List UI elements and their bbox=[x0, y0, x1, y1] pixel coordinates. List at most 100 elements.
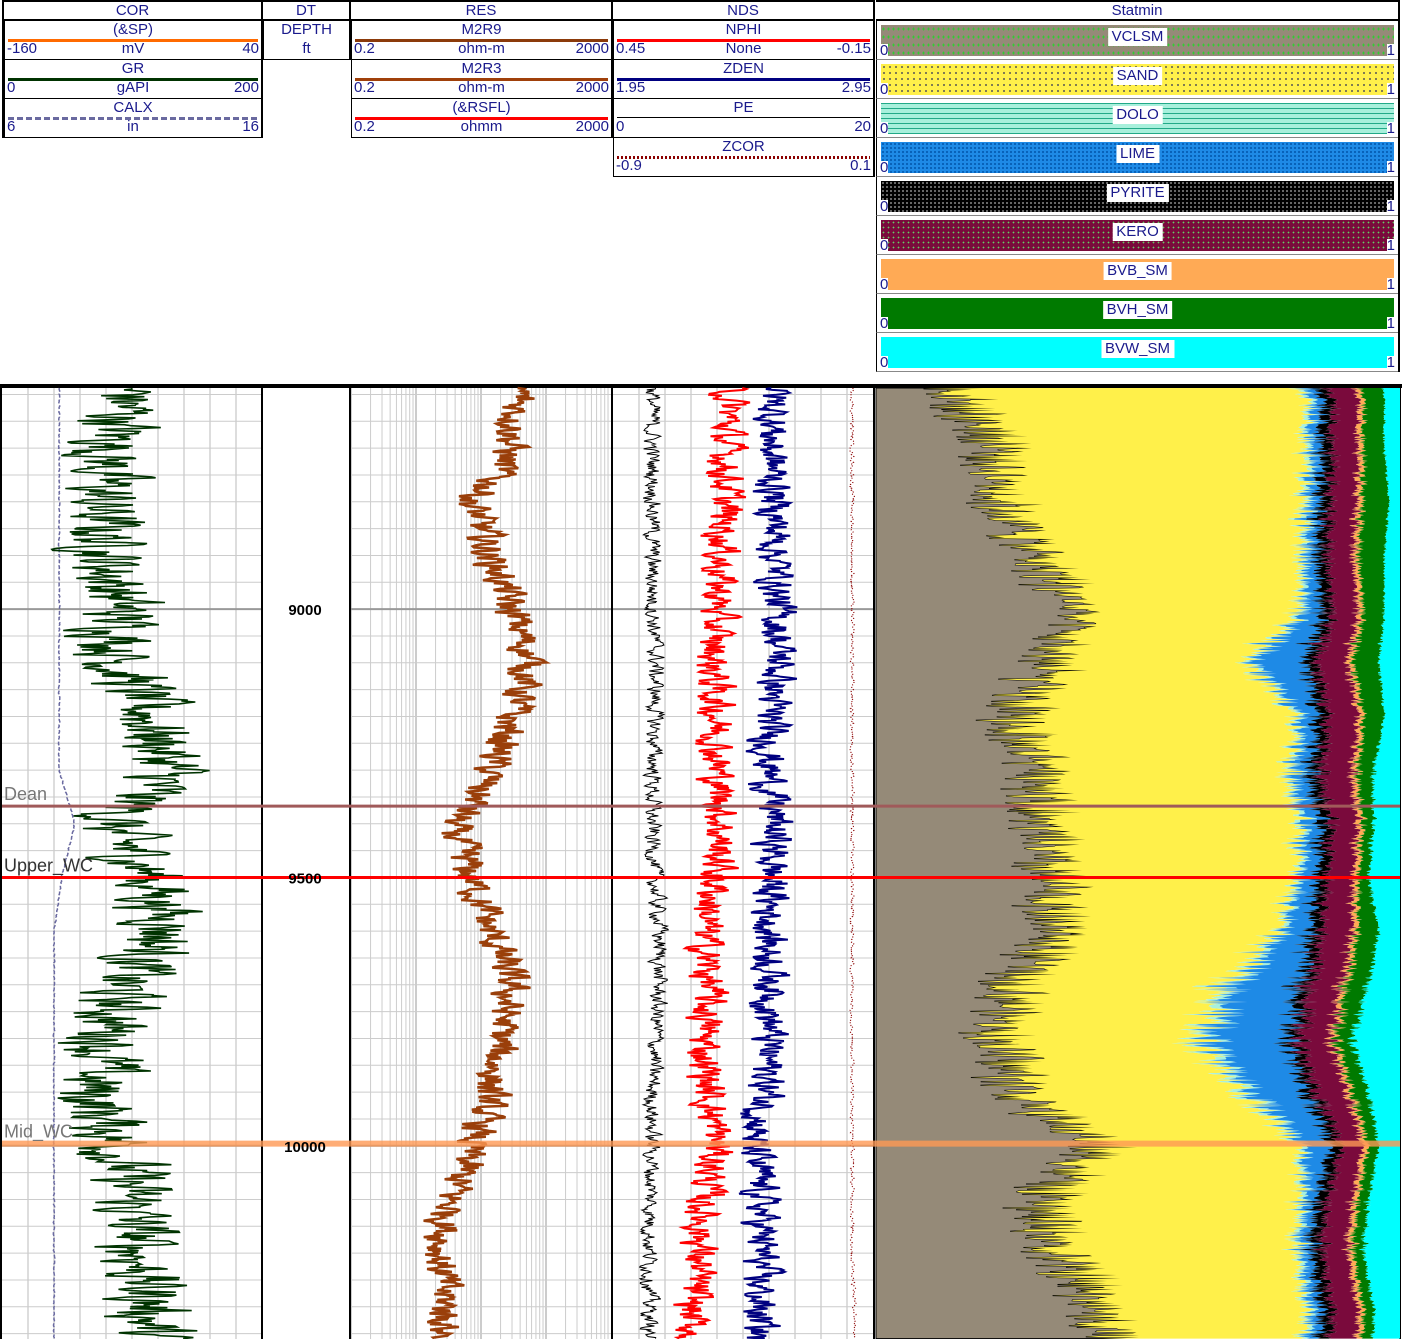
legend-vclsm[interactable]: VCLSM 0 1 bbox=[876, 21, 1398, 60]
formation-top-label: Dean bbox=[4, 784, 47, 804]
legend-sp[interactable]: (&SP) -160 mV 40 bbox=[4, 21, 261, 60]
statmin-fill-lime bbox=[1183, 388, 1337, 1339]
scale-min: 0 bbox=[880, 81, 889, 98]
curve-line-sample bbox=[8, 117, 258, 120]
legend-bvw_sm[interactable]: BVW_SM 0 1 bbox=[876, 333, 1398, 372]
legend-name: PYRITE bbox=[1106, 184, 1169, 202]
log-body: Dean Upper_WC Mid_WC 9000 9500 10000 bbox=[0, 384, 1402, 1339]
legend-dolo[interactable]: DOLO 0 1 bbox=[876, 99, 1398, 138]
scale-max: 1 bbox=[1386, 315, 1395, 332]
curve-unit: ohm-m bbox=[458, 79, 505, 96]
curve-unit: gAPI bbox=[116, 79, 150, 96]
scale-max: 2.95 bbox=[841, 79, 871, 96]
nphi-curve bbox=[673, 387, 751, 1339]
curve-name: CALX bbox=[113, 99, 153, 116]
curve-name: PE bbox=[733, 99, 754, 116]
scale-min: 0.2 bbox=[354, 118, 375, 135]
legend-swatch bbox=[881, 220, 1394, 251]
curve-name: M2R9 bbox=[461, 21, 502, 38]
scale-max: 1 bbox=[1386, 120, 1395, 137]
curve-line-sample bbox=[355, 117, 608, 120]
m2r9-curve bbox=[423, 386, 551, 1339]
zcor-curve bbox=[849, 387, 858, 1339]
legend-zden[interactable]: ZDEN 1.95 2.95 bbox=[613, 60, 873, 99]
statmin-fill-bvw_sm bbox=[1346, 388, 1400, 1339]
curve-line-sample bbox=[8, 39, 258, 42]
curve-name: M2R3 bbox=[461, 60, 502, 77]
curve-line-sample bbox=[617, 78, 870, 81]
legend-lime[interactable]: LIME 0 1 bbox=[876, 138, 1398, 177]
legend-sand[interactable]: SAND 0 1 bbox=[876, 60, 1398, 99]
track-header-statmin: Statmin VCLSM 0 1 SAND 0 1 DOLO 0 1 LIME 0 1 PYRITE 0 1… bbox=[876, 0, 1400, 372]
curve-name: NPHI bbox=[725, 21, 762, 38]
scale-max: 1 bbox=[1386, 198, 1395, 215]
curve-line-sample bbox=[8, 78, 258, 81]
track-title: NDS bbox=[613, 0, 873, 21]
scale-max: 1 bbox=[1386, 237, 1395, 254]
statmin-fill-sand bbox=[923, 388, 1319, 1339]
track-header-cor: COR (&SP) -160 mV 40 GR 0 gAPI 200 CALX 6 in 16 bbox=[2, 0, 263, 138]
scale-max: 40 bbox=[242, 40, 259, 57]
scale-max: -0.15 bbox=[836, 40, 871, 57]
scale-min: 0 bbox=[880, 120, 889, 137]
legend-name: VCLSM bbox=[1107, 28, 1168, 46]
legend-bvh_sm[interactable]: BVH_SM 0 1 bbox=[876, 294, 1398, 333]
formation-top-label: Upper_WC bbox=[4, 855, 93, 876]
scale-max: 1 bbox=[1386, 42, 1395, 59]
curve-name: ZCOR bbox=[722, 138, 765, 155]
legend-bvb_sm[interactable]: BVB_SM 0 1 bbox=[876, 255, 1398, 294]
curve-line-sample bbox=[617, 156, 870, 159]
scale-min: 0.2 bbox=[354, 40, 375, 57]
track-title: Statmin bbox=[876, 0, 1398, 21]
scale-min: 1.95 bbox=[616, 79, 646, 96]
statmin-fill-kero bbox=[1285, 388, 1367, 1339]
depth-label: 10000 bbox=[284, 1139, 326, 1156]
pe-curve bbox=[638, 387, 670, 1339]
legend-rsfl[interactable]: (&RSFL) 0.2 ohmm 2000 bbox=[351, 99, 611, 138]
curve-unit: ohmm bbox=[460, 118, 503, 135]
legend-pyrite[interactable]: PYRITE 0 1 bbox=[876, 177, 1398, 216]
scale-max: 0.1 bbox=[850, 157, 871, 174]
scale-min: 6 bbox=[7, 118, 16, 135]
scale-max: 20 bbox=[854, 118, 871, 135]
legend-calx[interactable]: CALX 6 in 16 bbox=[4, 99, 261, 138]
legend-pe[interactable]: PE 0 20 bbox=[613, 99, 873, 138]
legend-m2r9[interactable]: M2R9 0.2 ohm-m 2000 bbox=[351, 21, 611, 60]
curve-name: (&RSFL) bbox=[452, 99, 511, 116]
scale-min: 0 bbox=[616, 118, 625, 135]
scale-min: 0 bbox=[880, 315, 889, 332]
curve-line-sample bbox=[355, 78, 608, 81]
depth-label: 9000 bbox=[288, 602, 321, 619]
legend-m2r3[interactable]: M2R3 0.2 ohm-m 2000 bbox=[351, 60, 611, 99]
depth-label: 9500 bbox=[288, 870, 321, 887]
legend-name: BVW_SM bbox=[1100, 340, 1175, 358]
scale-min: 0 bbox=[7, 79, 16, 96]
curve-line-sample bbox=[617, 117, 870, 118]
curve-unit: in bbox=[127, 118, 139, 135]
curve-line-sample bbox=[617, 39, 870, 42]
scale-max: 2000 bbox=[575, 79, 609, 96]
track-title: DT bbox=[263, 0, 349, 21]
statmin-fill-bvh_sm bbox=[1328, 388, 1391, 1339]
curve-name: DEPTH bbox=[281, 21, 332, 38]
curve-name: GR bbox=[121, 60, 145, 77]
legend-zcor[interactable]: ZCOR -0.9 0.1 bbox=[613, 138, 873, 177]
curve-name: (&SP) bbox=[112, 21, 153, 38]
track-header-dt: DT DEPTH ft bbox=[263, 0, 351, 60]
legend-depth[interactable]: DEPTH ft bbox=[263, 21, 349, 60]
legend-gr[interactable]: GR 0 gAPI 200 bbox=[4, 60, 261, 99]
scale-min: 0 bbox=[880, 354, 889, 371]
scale-max: 2000 bbox=[575, 118, 609, 135]
scale-min: 0.2 bbox=[354, 79, 375, 96]
legend-kero[interactable]: KERO 0 1 bbox=[876, 216, 1398, 255]
curve-unit: ohm-m bbox=[458, 40, 505, 57]
scale-min: 0.45 bbox=[616, 40, 646, 57]
curve-unit: ft bbox=[302, 40, 311, 57]
legend-nphi[interactable]: NPHI 0.45 None -0.15 bbox=[613, 21, 873, 60]
legend-name: KERO bbox=[1112, 223, 1163, 241]
scale-max: 1 bbox=[1386, 81, 1395, 98]
formation-top-label: Mid_WC bbox=[4, 1122, 73, 1143]
scale-max: 2000 bbox=[575, 40, 609, 57]
scale-min: -0.9 bbox=[616, 157, 642, 174]
legend-name: BVB_SM bbox=[1103, 262, 1172, 280]
